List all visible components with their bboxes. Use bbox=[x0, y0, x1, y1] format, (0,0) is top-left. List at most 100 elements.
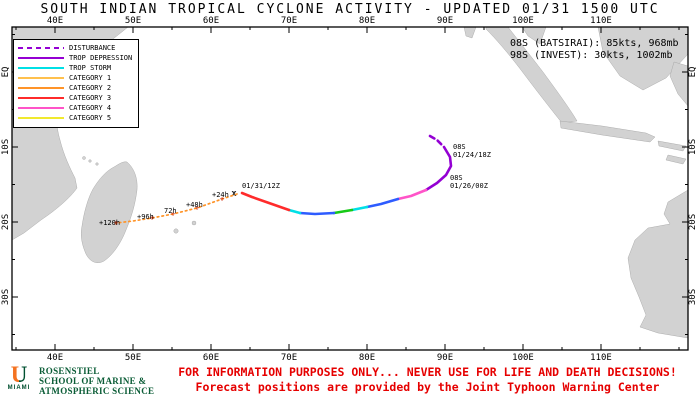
current-position-marker: x bbox=[231, 189, 237, 199]
lon-label-top: 80E bbox=[359, 16, 375, 26]
legend-item: CATEGORY 2 bbox=[18, 84, 132, 93]
lon-label-bottom: 110E bbox=[590, 353, 612, 363]
legend: DISTURBANCE TROP DEPRESSION TROP STORM CATE… bbox=[13, 39, 140, 128]
map-frame bbox=[11, 26, 689, 351]
track-segment-intense-2 bbox=[298, 211, 336, 216]
disclaimers: FOR INFORMATION PURPOSES ONLY... NEVER U… bbox=[160, 365, 695, 394]
lat-label-left: 30S bbox=[1, 289, 11, 305]
land-java bbox=[559, 120, 656, 143]
miami-wordmark: MIAMI bbox=[7, 385, 31, 391]
track-segment-trop-storm-2 bbox=[287, 208, 302, 215]
track-annotation: 01/26/00Z bbox=[450, 182, 488, 190]
forecast-position-marker: + bbox=[195, 204, 200, 213]
legend-line-sample bbox=[18, 97, 64, 100]
university-logo: U U MIAMI ROSENSTIEL SCHOOL OF MARINE & … bbox=[6, 363, 154, 396]
school-line3: ATMOSPHERIC SCIENCE bbox=[39, 386, 155, 396]
lon-label-top: 70E bbox=[281, 16, 297, 26]
legend-line-sample bbox=[18, 107, 64, 110]
track-annotation: 01/31/12Z bbox=[242, 182, 280, 190]
track-segment-trop-depression bbox=[424, 145, 453, 192]
lon-label-top: 60E bbox=[203, 16, 219, 26]
land-australia bbox=[627, 189, 688, 339]
legend-item: TROP DEPRESSION bbox=[18, 54, 132, 63]
legend-line-sample bbox=[18, 57, 64, 60]
track-annotation: +120h bbox=[99, 219, 120, 227]
lon-label-bottom: 40E bbox=[47, 353, 63, 363]
legend-item-label: TROP DEPRESSION bbox=[69, 54, 133, 63]
legend-item-label: CATEGORY 2 bbox=[69, 84, 112, 93]
lat-label-left: EQ bbox=[1, 67, 11, 78]
lon-label-bottom: 60E bbox=[203, 353, 219, 363]
land-mauritius bbox=[191, 220, 197, 226]
land-comoros-1 bbox=[82, 156, 86, 160]
track-annotation: +48h bbox=[186, 201, 203, 209]
track-segment-category-3 bbox=[240, 191, 291, 212]
lat-label-right: EQ bbox=[688, 67, 698, 78]
svg-text:U: U bbox=[11, 363, 28, 387]
lon-label-top: 40E bbox=[47, 16, 63, 26]
land-comoros-3 bbox=[95, 162, 99, 166]
lon-label-top: 110E bbox=[590, 16, 612, 26]
legend-item: DISTURBANCE bbox=[18, 44, 132, 53]
land-lesser-sunda bbox=[657, 140, 687, 152]
legend-item-label: CATEGORY 5 bbox=[69, 114, 112, 123]
lat-label-right: 10S bbox=[688, 139, 698, 155]
forecast-position-marker: + bbox=[150, 214, 155, 223]
track-annotation: 08S bbox=[450, 174, 463, 182]
disclaimer-line1: FOR INFORMATION PURPOSES ONLY... NEVER U… bbox=[178, 365, 677, 379]
forecast-position-marker: + bbox=[220, 195, 225, 204]
legend-item-label: CATEGORY 1 bbox=[69, 74, 112, 83]
legend-line-sample bbox=[18, 77, 64, 80]
school-name: ROSENSTIEL SCHOOL OF MARINE & ATMOSPHERI… bbox=[39, 363, 154, 396]
track-annotation: 01/24/18Z bbox=[453, 151, 491, 159]
storm-info: 08S (BATSIRAI): 85kts, 968mb 98S (INVEST… bbox=[510, 38, 679, 62]
legend-item-label: CATEGORY 4 bbox=[69, 104, 112, 113]
legend-line-sample bbox=[18, 117, 64, 120]
lat-label-left: 20S bbox=[1, 214, 11, 230]
land-andaman-islands bbox=[463, 27, 477, 39]
storm-info-line2: 98S (INVEST): 30kts, 1002mb bbox=[510, 50, 673, 61]
legend-item: CATEGORY 5 bbox=[18, 114, 132, 123]
land-reunion bbox=[173, 228, 179, 234]
land-borneo bbox=[597, 27, 688, 91]
storm-info-line1: 08S (BATSIRAI): 85kts, 968mb bbox=[510, 38, 679, 49]
track-segment-intense-1 bbox=[365, 197, 400, 209]
lon-label-bottom: 80E bbox=[359, 353, 375, 363]
storm-track: x bbox=[231, 134, 453, 216]
forecast-track: + + + + + bbox=[114, 193, 238, 228]
track-segment-trop-storm-1 bbox=[350, 205, 369, 212]
school-line2: SCHOOL OF MARINE & bbox=[39, 376, 147, 386]
legend-item: CATEGORY 3 bbox=[18, 94, 132, 103]
forecast-position-marker: + bbox=[114, 219, 119, 228]
legend-item-label: DISTURBANCE bbox=[69, 44, 116, 53]
land-comoros-2 bbox=[88, 159, 92, 163]
split-u-icon: U U bbox=[11, 363, 28, 387]
lat-label-right: 20S bbox=[688, 214, 698, 230]
page-title: SOUTH INDIAN TROPICAL CYCLONE ACTIVITY -… bbox=[40, 2, 660, 17]
track-annotation: +24h bbox=[212, 191, 229, 199]
disclaimer-line2: Forecast positions are provided by the J… bbox=[195, 379, 660, 394]
svg-text:U: U bbox=[11, 363, 28, 387]
legend-item: CATEGORY 4 bbox=[18, 104, 132, 113]
legend-line-sample bbox=[18, 67, 64, 70]
lon-label-bottom: 70E bbox=[281, 353, 297, 363]
land-madagascar bbox=[81, 161, 138, 263]
u-logo-block: U U MIAMI bbox=[6, 363, 32, 391]
lon-label-bottom: 50E bbox=[125, 353, 141, 363]
forecast-position-marker: + bbox=[171, 210, 176, 219]
land-sumba bbox=[665, 154, 687, 165]
legend-item-label: TROP STORM bbox=[69, 64, 112, 73]
axis-labels: 40E 40E 50E 50E 60E 60E 70E 70E 80E 80E 90E 90E 100E… bbox=[1, 16, 698, 363]
track-segment-category-1 bbox=[332, 208, 354, 215]
land-malay-peninsula bbox=[521, 27, 547, 45]
legend-line-sample bbox=[18, 47, 64, 50]
track-annotation: 72h bbox=[164, 207, 177, 215]
track-segment-category-4 bbox=[396, 188, 428, 201]
lon-label-top: 90E bbox=[437, 16, 453, 26]
lon-label-bottom: 100E bbox=[512, 353, 534, 363]
legend-item: TROP STORM bbox=[18, 64, 132, 73]
lon-label-bottom: 90E bbox=[437, 353, 453, 363]
legend-item: CATEGORY 1 bbox=[18, 74, 132, 83]
